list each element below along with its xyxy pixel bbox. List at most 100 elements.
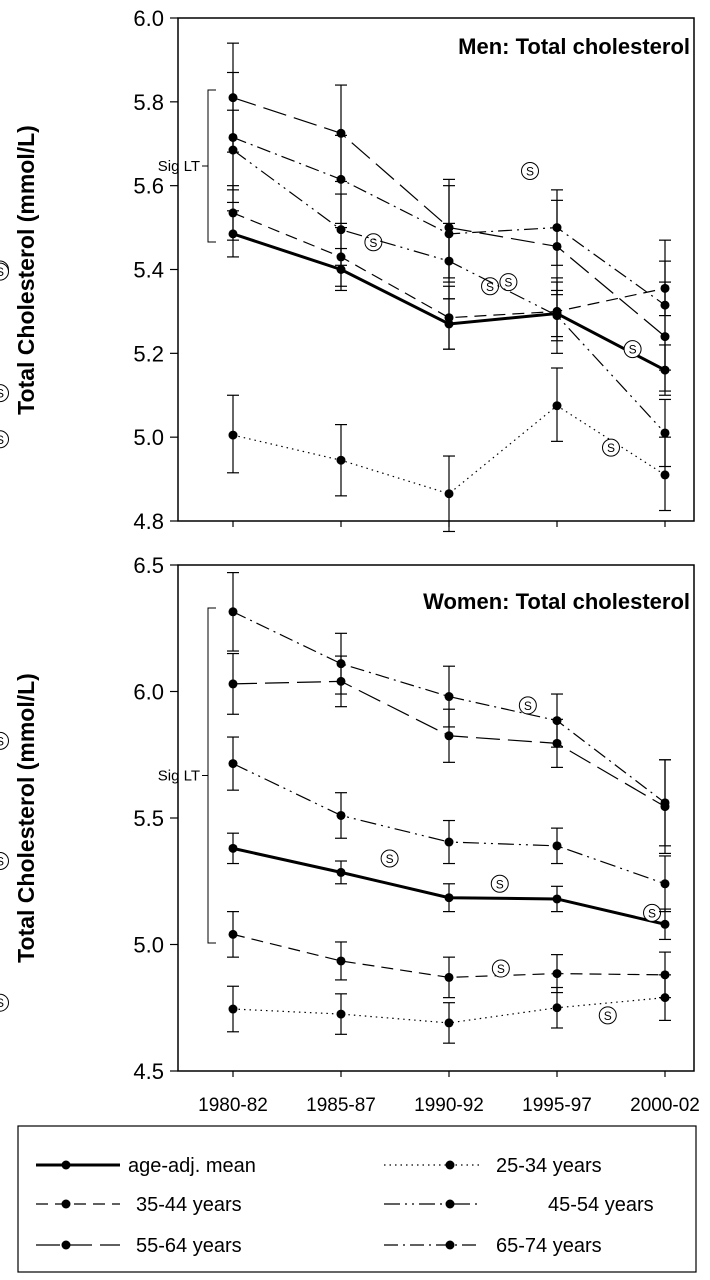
- significance-marker: S: [499, 273, 518, 292]
- legend: age-adj. mean 25-34 years 35-44 years 45-54…: [17, 1125, 697, 1273]
- legend-label: 65-74 years: [496, 1235, 602, 1257]
- y-tick-label: 5.4: [133, 258, 164, 283]
- legend-label: 55-64 years: [136, 1235, 242, 1257]
- legend-item: 65-74 years: [384, 1235, 602, 1257]
- series-35-44-years: S: [227, 185, 671, 350]
- y-tick-label: 6.0: [133, 6, 164, 31]
- series-25-34-years: SS: [0, 974, 671, 1044]
- data-point: [228, 607, 238, 617]
- svg-text:S: S: [0, 855, 4, 869]
- svg-text:S: S: [0, 265, 4, 279]
- data-point: [552, 716, 562, 726]
- significance-marker: S: [0, 852, 9, 871]
- data-point: [336, 867, 346, 877]
- data-point: [552, 1003, 562, 1013]
- women-series-group: SSSSSSSSS: [0, 571, 671, 1044]
- sig-bracket-line: [207, 89, 216, 243]
- data-point: [444, 837, 454, 847]
- significance-marker: S: [643, 903, 662, 922]
- data-point: [660, 919, 670, 929]
- data-point: [660, 428, 670, 438]
- sig-lt-label: Sig LT: [158, 158, 200, 175]
- series-age-adj-mean: S S S: [227, 832, 671, 941]
- significance-marker: S: [518, 696, 537, 715]
- significance-marker: S: [521, 161, 539, 180]
- svg-text:S: S: [0, 433, 4, 447]
- legend-label: 25-34 years: [496, 1155, 602, 1177]
- data-point: [336, 174, 346, 184]
- y-tick-label: 5.2: [133, 341, 164, 366]
- svg-text:S: S: [526, 164, 534, 178]
- significance-marker: S: [623, 340, 642, 359]
- women-sig-lt-bracket: Sig LT: [158, 607, 216, 944]
- svg-text:S: S: [604, 1009, 612, 1023]
- men-panel-title: Men: Total cholesterol: [458, 34, 690, 59]
- data-point: [660, 470, 670, 480]
- x-tick-label: 1980-82: [198, 1095, 268, 1116]
- legend-label: age-adj. mean: [128, 1155, 256, 1177]
- significance-marker: S: [380, 849, 399, 868]
- y-tick-label: 5.5: [133, 806, 164, 831]
- men-y-axis-title: Total Cholesterol (mmol/L): [13, 125, 39, 415]
- legend-swatch-marker: [445, 1199, 455, 1209]
- data-point: [660, 300, 670, 310]
- significance-marker: S: [364, 233, 383, 252]
- significance-marker: S: [0, 384, 9, 403]
- series-35-44-years: S: [227, 911, 671, 999]
- men-series-group: SSSSSSSSSS: [0, 42, 671, 533]
- data-point: [552, 401, 562, 411]
- sig-lt-label: Sig LT: [158, 768, 200, 785]
- data-point: [336, 659, 346, 669]
- x-tick-label: 2000-02: [630, 1095, 700, 1116]
- significance-marker: S: [602, 438, 620, 457]
- y-tick-label: 5.6: [133, 174, 164, 199]
- legend-item: 25-34 years: [384, 1155, 602, 1177]
- legend-item: 35-44 years: [36, 1194, 242, 1216]
- data-point: [660, 970, 670, 980]
- data-point: [552, 223, 562, 233]
- y-tick-label: 6.0: [133, 680, 164, 705]
- significance-marker: S: [0, 262, 9, 281]
- significance-marker: S: [481, 277, 500, 296]
- series-line: [232, 997, 666, 1024]
- svg-text:S: S: [369, 236, 377, 250]
- data-point: [228, 1004, 238, 1014]
- data-point: [336, 455, 346, 465]
- legend-swatch-marker: [445, 1160, 455, 1170]
- data-point: [444, 893, 454, 903]
- series-line: [232, 611, 666, 804]
- data-point: [228, 679, 238, 689]
- data-point: [336, 810, 346, 820]
- men-sig-lt-bracket: Sig LT: [158, 89, 216, 243]
- svg-text:S: S: [504, 276, 512, 290]
- data-point: [444, 972, 454, 982]
- legend-swatch-marker: [445, 1240, 455, 1250]
- legend-swatch-marker: [61, 1199, 71, 1209]
- legend-item: age-adj. mean: [36, 1155, 256, 1177]
- y-tick-label: 5.8: [133, 90, 164, 115]
- sig-bracket-line: [207, 607, 216, 944]
- svg-text:S: S: [0, 734, 4, 748]
- data-point: [228, 759, 238, 769]
- y-tick-label: 6.5: [133, 553, 164, 578]
- svg-text:S: S: [607, 441, 615, 455]
- women-plot-frame: [177, 564, 695, 1072]
- data-point: [228, 208, 238, 218]
- data-point: [552, 311, 562, 321]
- svg-text:S: S: [629, 343, 637, 357]
- data-point: [552, 841, 562, 851]
- x-tick-label: 1995-97: [522, 1095, 592, 1116]
- legend-label: 45-54 years: [548, 1194, 654, 1216]
- y-tick-label: 4.5: [133, 1059, 164, 1084]
- svg-text:S: S: [497, 962, 505, 976]
- data-point: [660, 879, 670, 889]
- legend-item: 45-54 years: [384, 1194, 654, 1216]
- svg-text:S: S: [496, 877, 504, 891]
- men-panel: Men: Total cholesterol Total Cholesterol…: [0, 6, 695, 534]
- data-point: [228, 929, 238, 939]
- x-tick-label: 1990-92: [414, 1095, 484, 1116]
- legend-label: 35-44 years: [136, 1194, 242, 1216]
- men-y-ticks: 4.8 5.0 5.2 5.4 5.6 5.8 6.0: [133, 6, 178, 534]
- data-point: [444, 229, 454, 239]
- data-point: [552, 894, 562, 904]
